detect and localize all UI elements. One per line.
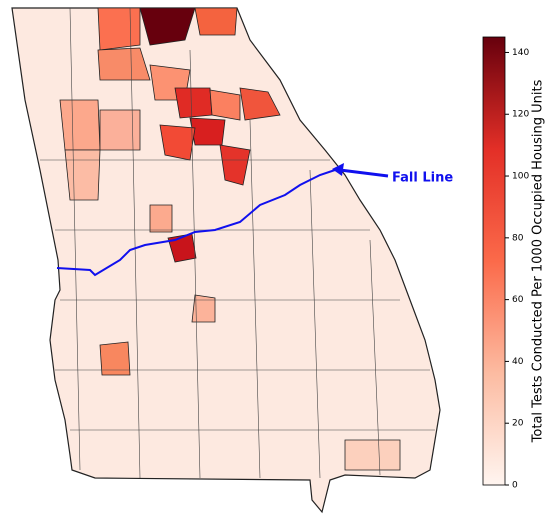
county <box>239 87 281 121</box>
county <box>174 87 213 119</box>
county <box>191 294 216 323</box>
county <box>64 149 101 201</box>
county <box>344 439 401 471</box>
state-map <box>11 7 441 514</box>
state-outline <box>11 7 441 514</box>
colorbar-tick-label: 80 <box>512 233 524 243</box>
county <box>139 7 196 46</box>
county <box>97 7 141 51</box>
colorbar-tick-label: 0 <box>512 481 518 491</box>
arrow-head <box>332 163 344 176</box>
county <box>149 204 173 233</box>
colorbar-ticks: 0 20 40 60 80 100 120 140 <box>505 48 529 491</box>
colorbar-tick-label: 40 <box>512 357 524 367</box>
colorbar <box>482 36 506 486</box>
county <box>219 144 251 186</box>
county <box>194 7 238 36</box>
colorbar-tick-label: 140 <box>512 48 529 58</box>
colorbar-tick-label: 100 <box>512 172 529 182</box>
county <box>159 124 196 161</box>
county <box>99 109 141 151</box>
county <box>59 99 101 151</box>
colorbar-tick-label: 60 <box>512 295 524 305</box>
annotation: Fall Line <box>392 171 453 186</box>
colorbar-tick-label: 120 <box>512 110 529 120</box>
county <box>99 341 131 376</box>
county <box>189 117 226 146</box>
fall-line <box>56 169 336 277</box>
annotation-arrow <box>339 168 389 178</box>
county <box>97 47 151 81</box>
county <box>209 89 241 121</box>
colorbar-label: Total Tests Conducted Per 1000 Occupied … <box>531 79 546 443</box>
colorbar-tick-label: 20 <box>512 419 524 429</box>
